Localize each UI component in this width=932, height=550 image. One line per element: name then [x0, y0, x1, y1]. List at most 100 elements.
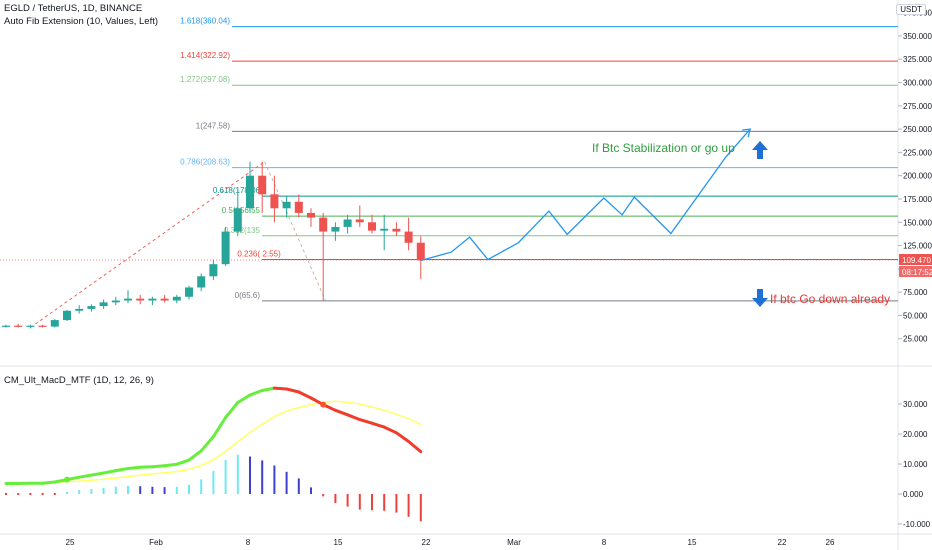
candles — [2, 161, 425, 329]
fib-label: 1.618(360.04) — [180, 17, 230, 26]
time-tick-label: Feb — [149, 538, 163, 547]
macd-line-segment — [89, 471, 106, 477]
macd-line-segment — [407, 440, 423, 454]
histogram-bar — [371, 494, 373, 511]
annotation-up-text: If Btc Stabilization or go up — [592, 141, 735, 155]
fib-indicator-title[interactable]: Auto Fib Extension (10, Values, Left) — [4, 16, 159, 27]
time-axis[interactable]: 25 Feb 8 15 22 Mar 8 15 22 26 — [66, 538, 835, 547]
fib-levels: 0(65.6)0.236(2.55)0.382(1350.5(156.550.6… — [180, 17, 898, 302]
candle-body — [368, 222, 376, 231]
macd-tick-label: 0.000 — [903, 490, 924, 499]
macd-tick-label: 30.000 — [903, 400, 928, 409]
price-axis[interactable]: 375.000350.000325.000300.000275.000250.0… — [0, 9, 932, 529]
histogram-bar — [395, 494, 398, 513]
macd-line-segment — [199, 435, 215, 453]
annotation-down-text: If btc Go down already — [770, 292, 890, 306]
macd-line-segment — [175, 458, 191, 466]
price-tick-label: 150.000 — [903, 218, 932, 227]
time-tick-label: 15 — [334, 538, 343, 547]
macd-line-segment — [358, 418, 374, 425]
price-tick-label: 25.000 — [903, 335, 928, 344]
time-tick-label: 22 — [422, 538, 431, 547]
projection-path — [420, 128, 752, 262]
macd-line-segment — [150, 464, 167, 469]
macd-pane — [4, 386, 423, 522]
histogram-bar — [17, 493, 20, 495]
candle-body — [63, 310, 71, 321]
time-tick-label: 26 — [826, 538, 835, 547]
histogram-bar — [322, 494, 325, 497]
macd-line-segment — [126, 465, 142, 470]
candle-body — [380, 228, 389, 231]
price-tick-label: 175.000 — [903, 195, 932, 204]
time-tick-label: 25 — [66, 538, 75, 547]
histogram-bar — [285, 471, 288, 494]
fib-label: 1(247.58) — [196, 121, 231, 130]
price-tick-label: 125.000 — [903, 242, 932, 251]
histogram-bar — [29, 493, 32, 495]
histogram-bar — [114, 486, 117, 494]
fib-label: 0(65.6) — [235, 291, 261, 300]
macd-line-segment — [236, 393, 252, 404]
price-tick-label: 50.000 — [903, 311, 928, 320]
candle-body — [87, 306, 96, 309]
histogram-bar — [78, 490, 81, 494]
macd-line-segment — [370, 421, 386, 429]
histogram-bar — [407, 494, 410, 517]
candle-body — [26, 325, 35, 327]
histogram-bar — [383, 494, 386, 511]
histogram-bar — [273, 465, 276, 494]
candle-body — [331, 226, 340, 232]
last-price-badge[interactable] — [899, 254, 932, 266]
histogram-bar — [236, 454, 239, 494]
price-tick-label: 350.000 — [903, 32, 932, 41]
fib-label: 1.414(322.92) — [180, 51, 230, 60]
histogram-bar — [41, 493, 44, 495]
projection-arrowhead — [742, 128, 752, 138]
price-tick-label: 300.000 — [903, 79, 932, 88]
countdown-label: 08:17:52 — [902, 268, 932, 277]
histogram-bar — [419, 494, 422, 522]
price-tick-label: 75.000 — [903, 288, 928, 297]
symbol-title[interactable]: EGLD / TetherUS, 1D, BINANCE — [4, 3, 143, 14]
macd-line-segment — [102, 469, 118, 475]
candle-body — [270, 194, 279, 209]
macd-line-segment — [248, 389, 264, 397]
macd-line-segment — [138, 465, 154, 469]
currency-badge[interactable]: USDT — [896, 4, 926, 15]
candle-body — [416, 242, 425, 261]
time-tick-label: 8 — [602, 538, 607, 547]
cross-dot — [320, 401, 327, 408]
cross-dot — [64, 476, 70, 483]
arrow-up-icon — [752, 141, 768, 159]
candle-body — [209, 264, 218, 277]
candle-body — [75, 308, 84, 311]
macd-line-segment — [77, 473, 93, 479]
histogram-bar — [297, 478, 300, 494]
histogram-bar — [346, 494, 349, 507]
histogram-bar — [53, 493, 56, 495]
countdown-badge — [899, 266, 932, 278]
projection-line — [420, 128, 751, 262]
candle-body — [2, 325, 10, 327]
price-tick-label: 275.000 — [903, 102, 932, 111]
macd-indicator-title[interactable]: CM_Ult_MacD_MTF (1D, 12, 26, 9) — [4, 375, 154, 386]
candle-body — [246, 175, 254, 209]
histogram-bar — [5, 493, 7, 495]
macd-line-segment — [333, 408, 350, 417]
signal-line — [6, 400, 422, 484]
histogram-bar — [358, 494, 361, 510]
fib-label: 0.382(135 — [224, 226, 261, 235]
macd-line-segment — [211, 416, 228, 439]
price-tick-label: 200.000 — [903, 172, 932, 181]
macd-line-segment — [346, 413, 362, 422]
fib-label: 0.786(208.63) — [180, 158, 230, 167]
histogram-bar — [224, 460, 227, 494]
fib-label-tail: 2.55) — [263, 250, 282, 259]
fib-label: 1.272(297.08) — [180, 75, 230, 84]
macd-line-segment — [224, 401, 240, 419]
fib-trend-lines — [30, 161, 327, 328]
histogram-bar — [212, 470, 215, 494]
